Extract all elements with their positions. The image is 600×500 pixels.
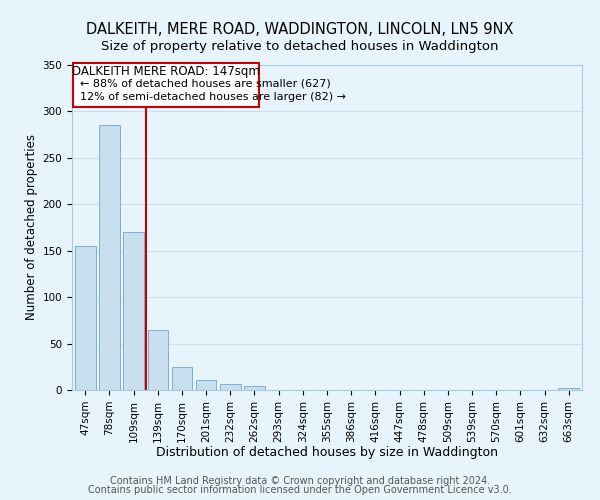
Bar: [244, 386, 265, 390]
Bar: [148, 330, 168, 390]
Bar: [99, 126, 120, 390]
Text: Contains HM Land Registry data © Crown copyright and database right 2024.: Contains HM Land Registry data © Crown c…: [110, 476, 490, 486]
Text: Contains public sector information licensed under the Open Government Licence v3: Contains public sector information licen…: [88, 485, 512, 495]
Bar: [196, 380, 217, 390]
Text: DALKEITH, MERE ROAD, WADDINGTON, LINCOLN, LN5 9NX: DALKEITH, MERE ROAD, WADDINGTON, LINCOLN…: [86, 22, 514, 38]
Text: 12% of semi-detached houses are larger (82) →: 12% of semi-detached houses are larger (…: [80, 92, 346, 102]
Text: Size of property relative to detached houses in Waddington: Size of property relative to detached ho…: [101, 40, 499, 53]
Bar: [559, 388, 579, 390]
X-axis label: Distribution of detached houses by size in Waddington: Distribution of detached houses by size …: [156, 446, 498, 459]
Text: ← 88% of detached houses are smaller (627): ← 88% of detached houses are smaller (62…: [80, 78, 331, 88]
FancyBboxPatch shape: [73, 63, 259, 107]
Bar: [75, 246, 95, 390]
Text: DALKEITH MERE ROAD: 147sqm: DALKEITH MERE ROAD: 147sqm: [73, 65, 260, 78]
Y-axis label: Number of detached properties: Number of detached properties: [25, 134, 38, 320]
Bar: [172, 367, 192, 390]
Bar: [220, 384, 241, 390]
Bar: [124, 232, 144, 390]
